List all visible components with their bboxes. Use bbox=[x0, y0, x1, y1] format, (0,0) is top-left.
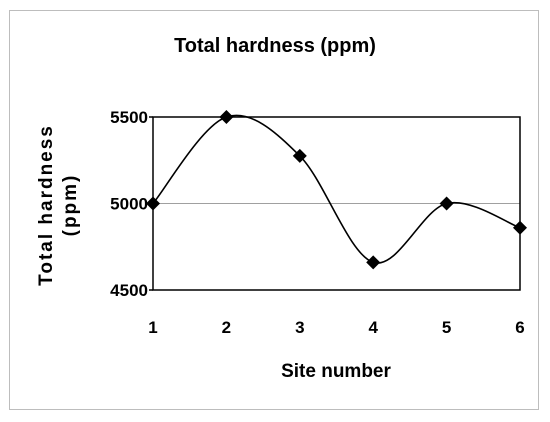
data-markers bbox=[146, 110, 527, 270]
series-line bbox=[152, 114, 521, 264]
y-axis-label: Total hardness (ppm) bbox=[36, 124, 81, 286]
y-tick-label: 5000 bbox=[110, 195, 148, 214]
x-tick-label: 5 bbox=[442, 318, 451, 337]
y-axis-label-line-1: Total hardness bbox=[36, 124, 57, 286]
y-axis: 4500 5000 5500 bbox=[110, 108, 153, 300]
x-tick-label: 2 bbox=[222, 318, 231, 337]
data-point bbox=[366, 255, 381, 270]
data-point bbox=[513, 220, 527, 235]
data-point bbox=[439, 196, 454, 211]
chart-title: Total hardness (ppm) bbox=[174, 35, 376, 57]
x-axis: 1 2 3 4 5 6 bbox=[148, 318, 524, 337]
x-tick-label: 1 bbox=[148, 318, 157, 337]
data-point bbox=[219, 110, 234, 124]
data-point bbox=[146, 196, 160, 211]
x-tick-label: 4 bbox=[368, 318, 378, 337]
y-tick-label: 5500 bbox=[110, 108, 148, 127]
chart-frame bbox=[9, 10, 539, 410]
x-tick-label: 6 bbox=[515, 318, 524, 337]
x-axis-label: Site number bbox=[281, 361, 391, 382]
data-point bbox=[292, 148, 307, 163]
y-tick-label: 4500 bbox=[110, 281, 148, 300]
y-axis-label-line-2: (ppm) bbox=[60, 174, 81, 237]
x-tick-label: 3 bbox=[295, 318, 304, 337]
